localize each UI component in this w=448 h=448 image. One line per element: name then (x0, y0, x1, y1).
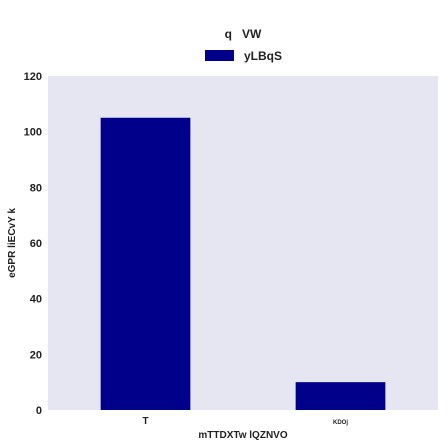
y-tick-label: 40 (30, 294, 42, 306)
bar (100, 117, 191, 410)
y-tick-label: 120 (24, 71, 42, 83)
y-tick-label: 100 (24, 127, 42, 139)
y-axis-label: eGPR liECvY k (7, 208, 18, 278)
legend-swatch (205, 50, 234, 61)
y-tick-label: 60 (30, 238, 42, 250)
legend-label: yLBqS (244, 49, 282, 63)
y-tick-label: 80 (30, 182, 42, 194)
x-tick-label: KDOj (333, 420, 348, 426)
y-tick-label: 20 (30, 349, 42, 361)
legend-title: q VW (225, 27, 262, 41)
x-axis-label: mTTDXTw lQZNVO (198, 430, 287, 441)
bar (295, 382, 386, 410)
x-tick-label: T (142, 416, 148, 427)
y-tick-label: 0 (36, 405, 42, 417)
